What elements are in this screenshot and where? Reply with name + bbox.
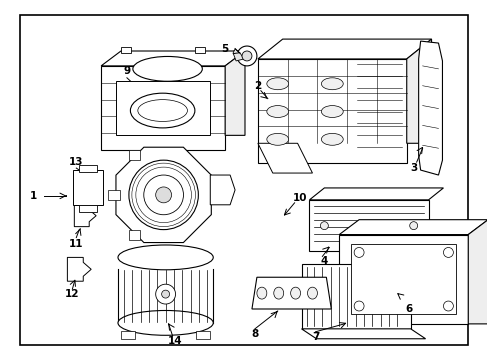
Polygon shape — [339, 220, 487, 235]
Ellipse shape — [273, 287, 283, 299]
Polygon shape — [251, 277, 331, 309]
Text: 3: 3 — [409, 163, 416, 173]
Polygon shape — [406, 39, 431, 143]
Ellipse shape — [256, 287, 266, 299]
Bar — [128, 150, 140, 160]
Text: 10: 10 — [292, 193, 306, 203]
Circle shape — [155, 284, 175, 304]
Text: 9: 9 — [123, 66, 130, 76]
Circle shape — [155, 187, 171, 203]
Polygon shape — [210, 175, 235, 205]
Bar — [73, 170, 103, 205]
Polygon shape — [121, 47, 131, 53]
Bar — [116, 81, 210, 135]
Bar — [128, 230, 140, 240]
Circle shape — [353, 301, 364, 311]
Bar — [257, 59, 406, 163]
Polygon shape — [224, 51, 244, 135]
Ellipse shape — [138, 100, 187, 121]
Ellipse shape — [321, 133, 343, 145]
Ellipse shape — [307, 287, 317, 299]
Bar — [196, 331, 210, 339]
Bar — [79, 165, 97, 172]
Polygon shape — [468, 220, 487, 324]
Bar — [339, 235, 468, 324]
Polygon shape — [418, 41, 442, 175]
Ellipse shape — [133, 57, 202, 81]
Text: 7: 7 — [311, 332, 319, 342]
Text: 11: 11 — [69, 239, 83, 249]
Circle shape — [409, 222, 417, 230]
Ellipse shape — [266, 105, 288, 117]
Text: 8: 8 — [251, 329, 258, 339]
Text: 4: 4 — [320, 256, 327, 266]
Circle shape — [162, 290, 169, 298]
Polygon shape — [101, 51, 244, 66]
Text: 2: 2 — [254, 81, 261, 91]
Bar — [309, 200, 427, 251]
Circle shape — [443, 301, 452, 311]
Circle shape — [443, 247, 452, 257]
Circle shape — [353, 247, 364, 257]
Polygon shape — [309, 188, 443, 200]
Bar — [79, 205, 97, 212]
Bar — [121, 331, 135, 339]
Polygon shape — [257, 39, 431, 59]
Ellipse shape — [118, 245, 213, 270]
Bar — [108, 190, 120, 200]
Text: 5: 5 — [221, 44, 228, 54]
Circle shape — [143, 175, 183, 215]
Polygon shape — [257, 143, 312, 173]
Circle shape — [237, 46, 256, 66]
Bar — [101, 66, 224, 150]
Ellipse shape — [290, 287, 300, 299]
Polygon shape — [116, 147, 211, 243]
Text: 14: 14 — [168, 336, 183, 346]
Bar — [350, 244, 455, 314]
Circle shape — [242, 51, 251, 61]
Polygon shape — [195, 47, 205, 53]
Bar — [301, 264, 410, 329]
Text: 6: 6 — [404, 304, 411, 314]
Ellipse shape — [130, 93, 195, 128]
Ellipse shape — [266, 133, 288, 145]
Text: 1: 1 — [30, 191, 37, 201]
Polygon shape — [74, 205, 96, 227]
Text: 12: 12 — [65, 289, 80, 299]
Polygon shape — [67, 257, 91, 281]
Ellipse shape — [321, 105, 343, 117]
Text: 13: 13 — [69, 157, 83, 167]
Ellipse shape — [321, 78, 343, 90]
Polygon shape — [301, 329, 425, 339]
Ellipse shape — [118, 310, 213, 335]
Circle shape — [320, 222, 327, 230]
Polygon shape — [233, 49, 244, 61]
Circle shape — [129, 160, 198, 230]
Ellipse shape — [266, 78, 288, 90]
